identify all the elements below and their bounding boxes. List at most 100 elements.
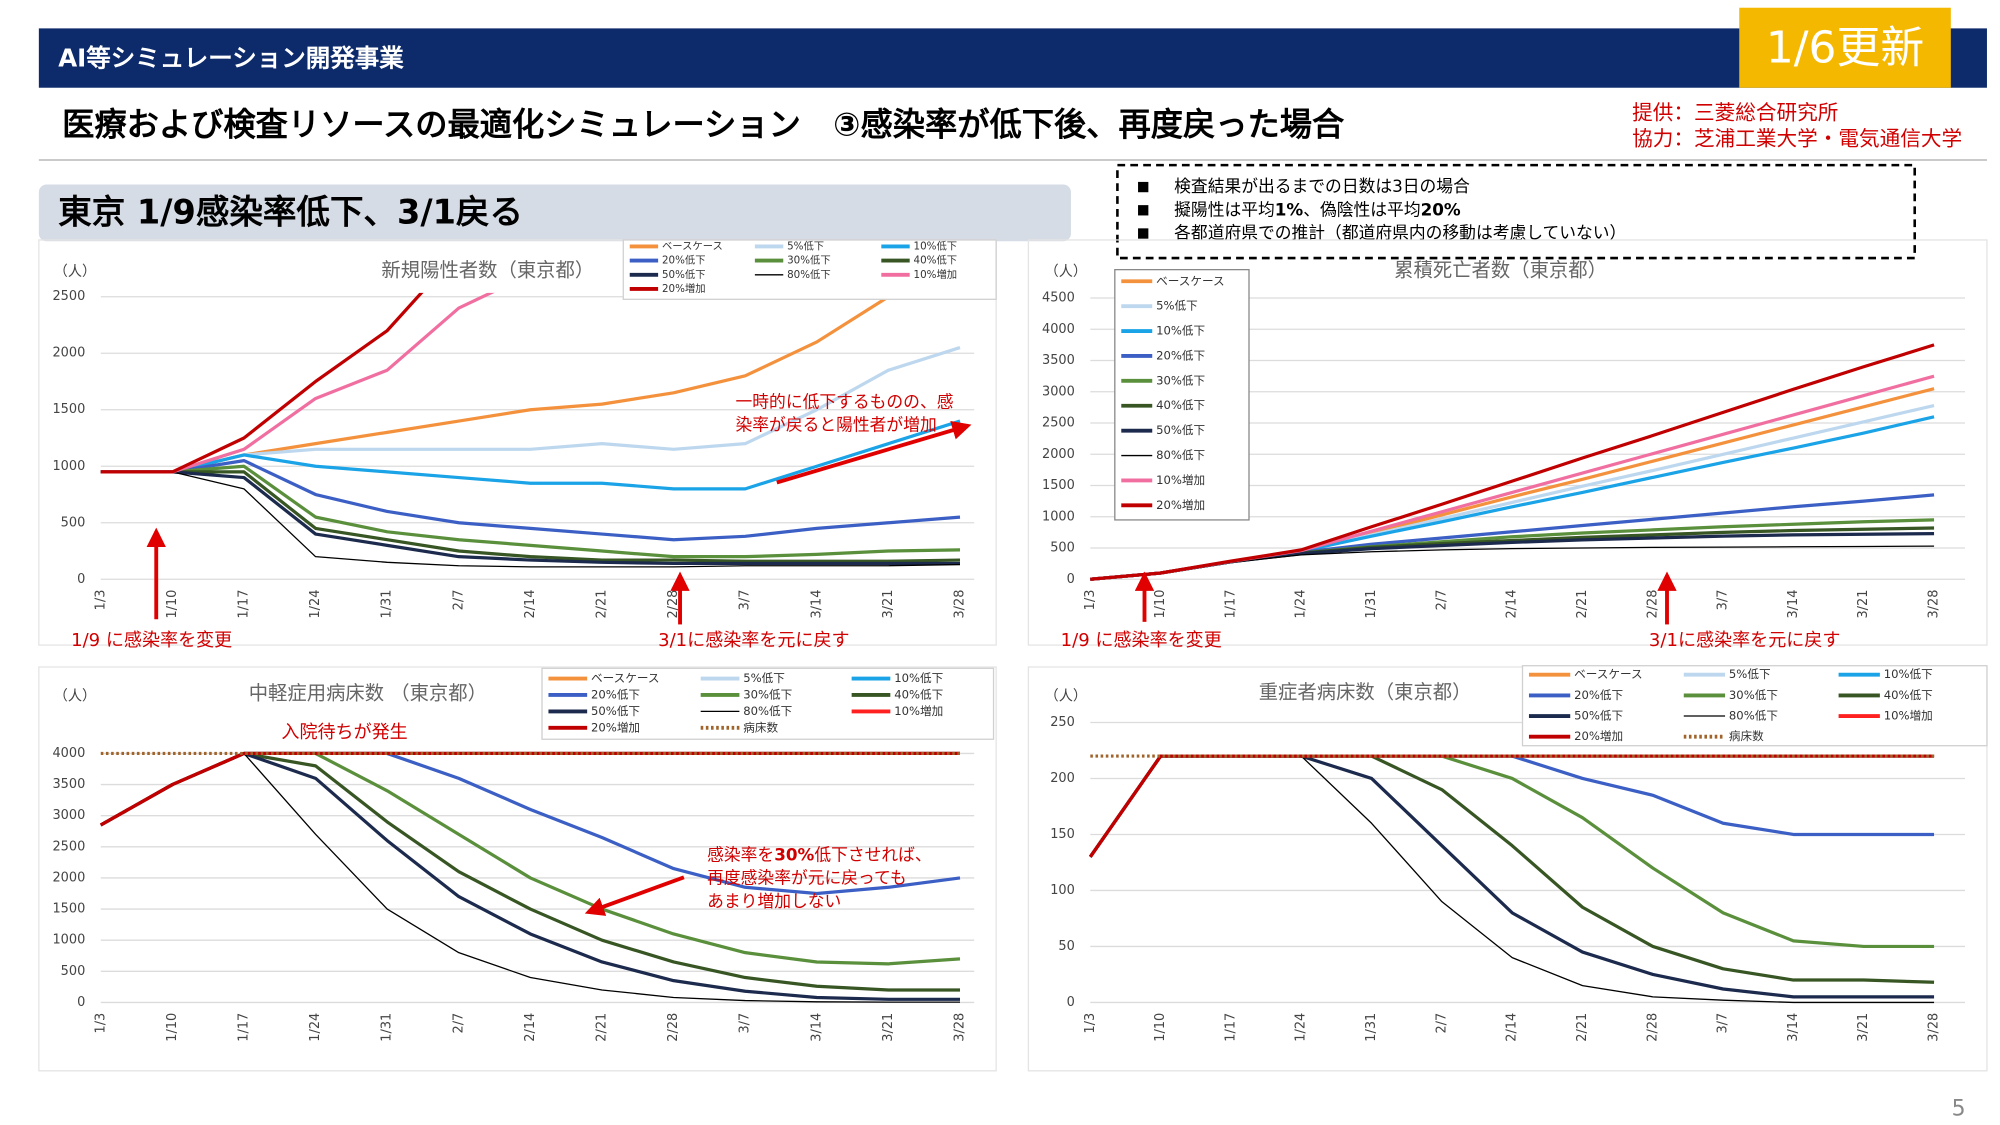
update-badge	[1739, 7, 1951, 88]
chart: 0 500 1000 1500 2000 2500 3000 3500 4000 1/3 1/10 1…	[52, 667, 995, 1042]
x-tick-label: 3/28	[1927, 590, 1942, 619]
annotation-part: 感染率を	[707, 844, 774, 864]
arrow	[584, 875, 685, 916]
legend-label: 5%低下	[1729, 667, 1771, 681]
x-tick-label: 2/14	[523, 590, 538, 619]
x-tick-label: 1/3	[93, 1013, 108, 1034]
x-tick-label: 2/28	[1645, 1013, 1660, 1042]
note-part: 各都道府県での推計（都道府県内の移動は考慮していない）	[1174, 223, 1626, 243]
annotation: 再度感染率が元に戻っても	[707, 868, 907, 888]
x-tick-label: 1/10	[1153, 590, 1168, 619]
y-tick-label: 1000	[52, 459, 85, 474]
panel	[1027, 239, 1988, 646]
legend-label: 10%低下	[894, 671, 943, 685]
legend-label: 10%増加	[894, 704, 943, 718]
y-tick-label: 1500	[52, 402, 85, 417]
y-tick-label: 1500	[1042, 478, 1075, 493]
arrow	[776, 420, 972, 485]
legend-label: ベースケース	[591, 671, 660, 685]
panel	[1027, 666, 1988, 1072]
annotation-part: あまり増加しない	[707, 891, 841, 911]
annotation: 入院待ちが発生	[281, 722, 407, 743]
series-line	[100, 419, 961, 491]
chart-title: 重症者病床数（東京都）	[1259, 680, 1472, 703]
x-tick-label: 2/28	[666, 590, 681, 619]
y-tick-label: 0	[1067, 572, 1075, 587]
y-tick-label: 3000	[52, 808, 85, 823]
note: 検査結果が出るまでの日数は3日の場合	[1174, 176, 1470, 196]
y-tick-label: 4000	[52, 746, 85, 761]
notes-box	[1116, 163, 1916, 260]
subtitle-box	[38, 184, 1071, 242]
legend-label: 50%低下	[1574, 709, 1623, 723]
series-line	[100, 292, 424, 474]
y-tick-label: 1000	[1042, 509, 1075, 524]
legend-label: 病床数	[1729, 729, 1764, 743]
bullet	[1138, 181, 1149, 193]
chart-title: 累積死亡者数（東京都）	[1394, 258, 1607, 281]
x-tick-label: 2/14	[1505, 590, 1520, 619]
x-tick-label: 1/24	[308, 1013, 323, 1042]
legend-label: 10%増加	[914, 268, 958, 281]
legend-label: 20%増加	[662, 282, 706, 295]
legend-label: 40%低下	[914, 254, 958, 267]
bullet	[1138, 205, 1149, 216]
page-title: 医療および検査リソースの最適化シミュレーション ③感染率が低下後、再度戻った場合	[62, 105, 1345, 143]
x-tick-label: 3/7	[738, 590, 753, 611]
annotation: 1/9 に感染率を変更	[71, 630, 232, 651]
annotation: 染率が戻ると陽性者が増加	[736, 415, 937, 435]
annotation-part: 一時的に低下するものの、感	[736, 392, 954, 412]
legend-label: 10%低下	[914, 239, 958, 252]
legend-label: 50%低下	[591, 704, 640, 718]
y-tick-label: 4500	[1042, 291, 1075, 306]
annotation-part: 30%	[774, 844, 814, 864]
x-tick-label: 3/14	[1786, 1013, 1801, 1042]
y-tick-label: 0	[77, 995, 85, 1010]
note: 各都道府県での推計（都道府県内の移動は考慮していない）	[1174, 223, 1626, 243]
series-line	[100, 471, 961, 568]
x-tick-label: 1/10	[165, 1013, 180, 1042]
y-tick-label: 2500	[52, 839, 85, 854]
x-tick-label: 1/24	[308, 590, 323, 619]
legend-label: 5%低下	[787, 239, 824, 252]
x-tick-label: 3/7	[1716, 590, 1731, 611]
legend-box	[622, 239, 997, 300]
y-tick-label: 500	[61, 515, 86, 530]
series-group	[99, 751, 961, 1003]
series-line	[100, 470, 961, 563]
y-tick-label: 2000	[52, 346, 85, 361]
x-tick-label: 3/14	[809, 1013, 824, 1042]
annotation-part: 1/9 に感染率を変更	[71, 630, 232, 651]
chart: 0 500 1000 1500 2000 2500 1/3 1/10 1/17 1/24 1/31 2…	[52, 239, 997, 651]
legend-label: 80%低下	[1156, 448, 1205, 462]
series-line	[1090, 343, 1935, 581]
page-number: 5	[1952, 1097, 1966, 1122]
x-tick-label: 3/7	[738, 1013, 753, 1034]
legend-label: 20%低下	[591, 687, 640, 701]
x-tick-label: 2/21	[594, 1013, 609, 1042]
legend-label: 40%低下	[1884, 688, 1933, 702]
legend-label: 30%低下	[743, 687, 792, 701]
y-tick-label: 0	[77, 572, 85, 587]
legend-label: 80%低下	[787, 268, 831, 281]
y-tick-label: 500	[61, 964, 86, 979]
y-tick-label: 3500	[52, 777, 85, 792]
series-line	[100, 458, 961, 542]
x-tick-label: 3/28	[1927, 1013, 1942, 1042]
y-tick-label: 2500	[1042, 416, 1075, 431]
x-tick-label: 3/21	[1856, 1013, 1871, 1042]
x-tick-label: 2/7	[1434, 590, 1449, 611]
y-tick-label: 100	[1050, 883, 1075, 898]
x-tick-label: 3/21	[881, 590, 896, 619]
x-tick-label: 2/7	[451, 1013, 466, 1034]
y-tick-label: 3500	[1042, 353, 1075, 368]
x-tick-label: 1/24	[1294, 590, 1309, 619]
series-group	[1088, 754, 1935, 1004]
note-part: 20%	[1421, 199, 1461, 219]
panel	[38, 239, 997, 646]
x-tick-label: 1/3	[1083, 1013, 1098, 1034]
chart: 0 50 100 150 200 250 1/3 1/10 1/17 1/24 1/31 2/7 2/1…	[1045, 665, 1988, 1042]
